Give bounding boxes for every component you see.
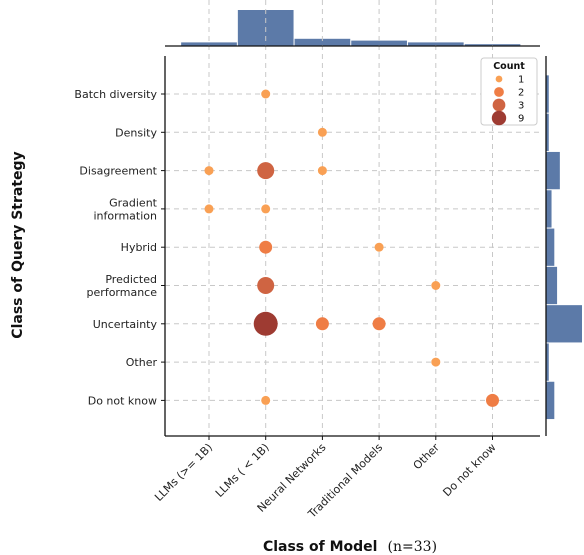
right-hist-bar-disagreement xyxy=(546,151,560,190)
legend-marker-9 xyxy=(491,110,507,126)
point-llms-1b-do-not-know xyxy=(261,395,271,405)
y-tick-label-hybrid: Hybrid xyxy=(121,241,157,254)
point-llms-1b-disagreement xyxy=(204,166,214,176)
right-hist-bar-do-not-know xyxy=(546,381,555,420)
point-llms-1b-gradient-information xyxy=(204,204,214,214)
right-hist-bar-uncertainty xyxy=(546,305,582,343)
legend-marker-2 xyxy=(494,87,504,97)
right-hist-bar-gradient-information xyxy=(546,190,552,228)
point-traditional-models-uncertainty xyxy=(372,317,386,331)
x-axis-title-note: (n=33) xyxy=(388,539,438,555)
top-histogram xyxy=(181,10,521,46)
x-tick-label-llms-1b: LLMs ( < 1B) xyxy=(213,441,272,500)
top-hist-bar-llms-1b xyxy=(181,42,237,46)
y-tick-label-disagreement: Disagreement xyxy=(79,165,157,178)
x-tick-label-llms-1b: LLMs (>= 1B) xyxy=(152,441,215,504)
legend: Count 1 2 3 9 xyxy=(480,57,538,126)
right-hist-bar-other xyxy=(546,343,549,381)
point-llms-1b-uncertainty xyxy=(253,311,278,336)
y-tick-label-uncertainty: Uncertainty xyxy=(93,318,158,331)
x-tick-label-do-not-know: Do not know xyxy=(440,441,498,499)
point-neural-networks-uncertainty xyxy=(315,317,329,331)
y-tick-label-batch-diversity: Batch diversity xyxy=(74,88,157,101)
axes xyxy=(161,45,547,440)
point-neural-networks-disagreement xyxy=(317,166,327,176)
y-tick-label-predicted-performance: Predicted performance xyxy=(87,273,158,299)
y-tick-label-density: Density xyxy=(115,126,157,139)
point-neural-networks-density xyxy=(317,127,327,137)
right-hist-bar-hybrid xyxy=(546,228,555,266)
point-llms-1b-predicted-performance xyxy=(257,277,275,294)
right-hist-bar-density xyxy=(546,113,549,151)
right-hist-bar-predicted-performance xyxy=(546,266,558,305)
point-other-other xyxy=(431,357,441,367)
grid-lines xyxy=(165,0,540,436)
top-hist-bar-traditional-models xyxy=(351,40,407,46)
legend-label-9: 9 xyxy=(518,114,524,125)
x-tick-labels: LLMs (>= 1B)LLMs ( < 1B)Neural NetworksT… xyxy=(152,441,498,522)
point-other-predicted-performance xyxy=(431,281,441,290)
y-tick-label-gradient-information: Gradient information xyxy=(94,196,158,222)
x-axis-title-main: Class of Model xyxy=(263,539,378,555)
point-traditional-models-hybrid xyxy=(374,242,384,252)
legend-label-3: 3 xyxy=(518,101,524,112)
top-hist-bar-neural-networks xyxy=(294,38,351,46)
legend-label-2: 2 xyxy=(518,88,524,99)
y-tick-labels: Batch diversity Density Disagreement Gradie… xyxy=(74,88,157,407)
legend-title: Count xyxy=(493,61,525,72)
legend-label-1: 1 xyxy=(518,75,524,86)
y-tick-label-other: Other xyxy=(126,356,158,369)
x-axis-title: Class of Model (n=33) xyxy=(263,536,437,555)
top-hist-bar-other xyxy=(407,42,464,46)
point-llms-1b-batch-diversity xyxy=(261,89,271,99)
point-llms-1b-gradient-information xyxy=(261,204,271,214)
point-llms-1b-hybrid xyxy=(259,240,273,254)
point-do-not-know-do-not-know xyxy=(486,393,499,407)
right-hist-bar-batch-diversity xyxy=(546,75,549,113)
y-tick-label-do-not-know: Do not know xyxy=(88,394,157,407)
point-llms-1b-disagreement xyxy=(257,162,275,180)
y-axis-title: Class of Query Strategy xyxy=(10,151,26,338)
x-tick-label-other: Other xyxy=(411,441,443,473)
scatter-points xyxy=(204,89,499,407)
right-histogram xyxy=(546,75,582,420)
legend-marker-1 xyxy=(495,75,503,83)
legend-marker-3 xyxy=(492,98,506,112)
